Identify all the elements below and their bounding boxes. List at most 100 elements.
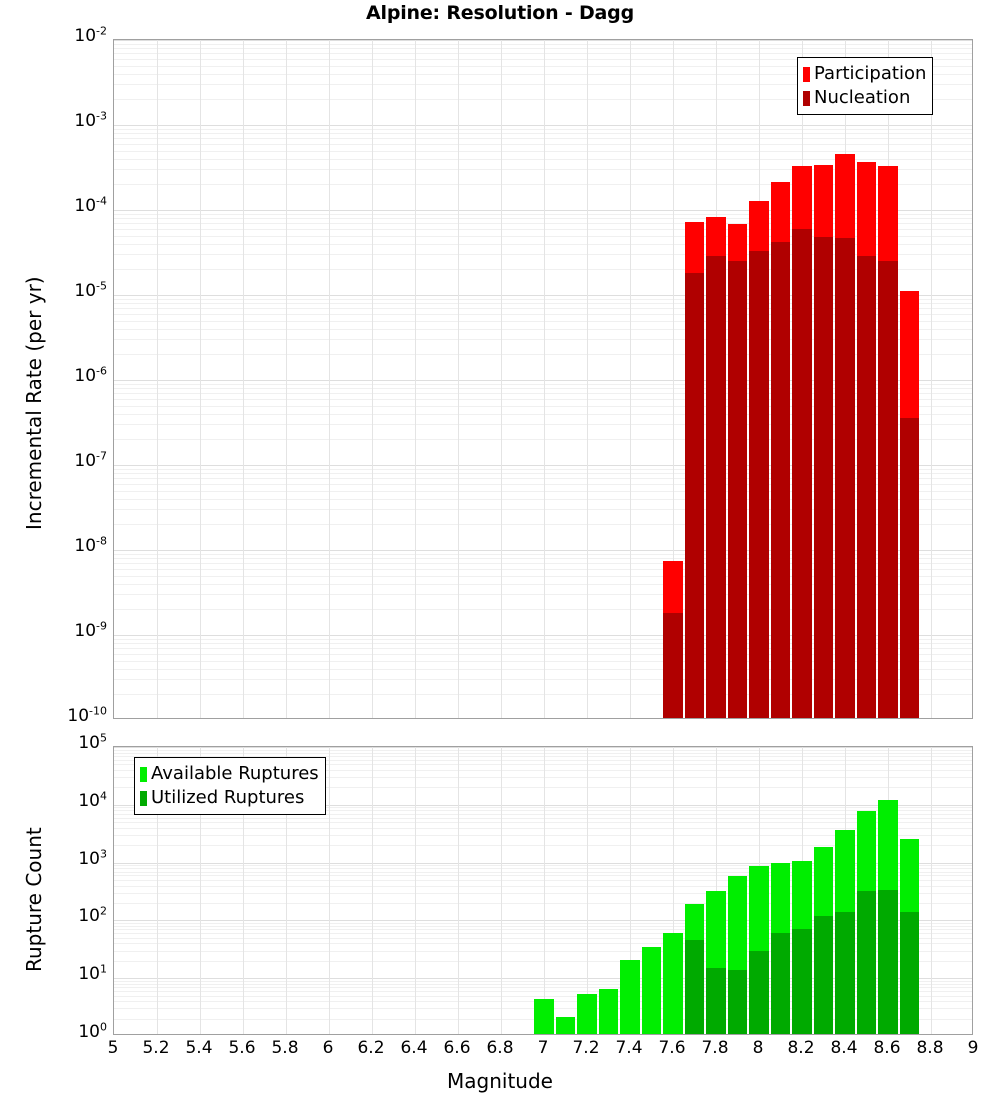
incremental-rate-gridline-major [114, 295, 972, 296]
x-axis-tick-label: 5.8 [271, 1038, 299, 1058]
incremental-rate-gridline-minor [114, 694, 972, 695]
bottom-panel-y-tick-label: 102 [78, 904, 107, 927]
incremental-rate-gridline-minor [114, 524, 972, 525]
incremental-rate-gridline-minor [114, 554, 972, 555]
rupture-count-gridline-vertical [286, 747, 287, 1034]
x-axis-tick-label: 8 [752, 1038, 764, 1058]
rupture-count-gridline-minor [114, 818, 972, 819]
rupture-count-gridline-minor [114, 750, 972, 751]
top-panel-y-tick-label: 10-9 [74, 619, 107, 641]
utilized-ruptures-bar [856, 890, 877, 1034]
incremental-rate-gridline-minor [114, 218, 972, 219]
rupture-count-gridline-vertical [329, 747, 330, 1034]
utilized-ruptures-bar [813, 916, 834, 1034]
rupture-count-gridline-minor [114, 777, 972, 778]
incremental-rate-gridline-minor [114, 384, 972, 385]
x-axis-tick-label: 7 [537, 1038, 549, 1058]
top-panel-y-tick-label: 10-7 [74, 449, 107, 471]
incremental-rate-gridline-minor [114, 491, 972, 492]
rupture-count-gridline-minor [114, 807, 972, 808]
incremental-rate-gridline-minor [114, 424, 972, 425]
x-axis-tick-label: 7.2 [572, 1038, 600, 1058]
incremental-rate-gridline-vertical [501, 40, 502, 718]
rupture-count-gridline-minor [114, 923, 972, 924]
x-axis-tick-label: 5 [107, 1038, 119, 1058]
rupture-count-gridline-major [114, 805, 972, 806]
x-axis-tick-label: 6.2 [357, 1038, 385, 1058]
incremental-rate-gridline-minor [114, 414, 972, 415]
incremental-rate-gridline-minor [114, 339, 972, 340]
rupture-count-plot-area [113, 746, 973, 1035]
available-ruptures-bar [641, 947, 662, 1034]
legend-swatch-icon [803, 90, 810, 106]
incremental-rate-gridline-minor [114, 129, 972, 130]
rupture-count-gridline-minor [114, 814, 972, 815]
incremental-rate-gridline-minor [114, 393, 972, 394]
incremental-rate-gridline-minor [114, 439, 972, 440]
incremental-rate-gridline-minor [114, 44, 972, 45]
incremental-rate-gridline-minor [114, 499, 972, 500]
x-axis-tick-label: 6.4 [400, 1038, 428, 1058]
x-axis-tick-label: 7.6 [658, 1038, 686, 1058]
x-axis-tick-label: 7.8 [701, 1038, 729, 1058]
incremental-rate-gridline-minor [114, 478, 972, 479]
x-axis-tick-label: 8.6 [873, 1038, 901, 1058]
rupture-count-gridline-minor [114, 770, 972, 771]
incremental-rate-gridline-minor [114, 144, 972, 145]
rupture-count-gridline-minor [114, 764, 972, 765]
incremental-rate-gridline-minor [114, 388, 972, 389]
top-panel-y-tick-label: 10-4 [74, 194, 107, 216]
nucleation-bar [856, 256, 877, 718]
incremental-rate-gridline-vertical [630, 40, 631, 718]
available-ruptures-bar [663, 932, 683, 1034]
incremental-rate-gridline-minor [114, 354, 972, 355]
x-axis-tick-label: 8.8 [916, 1038, 944, 1058]
incremental-rate-gridline-minor [114, 236, 972, 237]
utilized-ruptures-bar [706, 967, 726, 1034]
incremental-rate-gridline-minor [114, 648, 972, 649]
nucleation-bar [706, 256, 726, 718]
utilized-ruptures-bar [727, 969, 748, 1034]
rupture-count-gridline-vertical [372, 747, 373, 1034]
incremental-rate-gridline-vertical [544, 40, 545, 718]
incremental-rate-gridline-minor [114, 66, 972, 67]
incremental-rate-gridline-vertical [329, 40, 330, 718]
rupture-count-gridline-minor [114, 868, 972, 869]
incremental-rate-gridline-minor [114, 321, 972, 322]
bottom-panel-legend: Available Ruptures Utilized Ruptures [134, 757, 326, 815]
rupture-count-gridline-vertical [458, 747, 459, 1034]
nucleation-bar [727, 260, 748, 718]
legend-label: Utilized Ruptures [151, 787, 305, 808]
rupture-count-gridline-vertical [630, 747, 631, 1034]
available-ruptures-bar [598, 989, 619, 1034]
top-panel-y-tick-label: 10-2 [74, 24, 107, 46]
incremental-rate-gridline-minor [114, 254, 972, 255]
incremental-rate-gridline-major [114, 210, 972, 211]
rupture-count-gridline-minor [114, 943, 972, 944]
incremental-rate-gridline-minor [114, 229, 972, 230]
rupture-count-gridline-minor [114, 961, 972, 962]
rupture-count-gridline-minor [114, 822, 972, 823]
rupture-count-gridline-minor [114, 865, 972, 866]
bottom-panel-y-tick-label: 104 [78, 789, 107, 811]
incremental-rate-gridline-vertical [415, 40, 416, 718]
rupture-count-gridline-minor [114, 872, 972, 873]
incremental-rate-gridline-minor [114, 329, 972, 330]
legend-entry-bottom: Utilized Ruptures [140, 786, 319, 810]
nucleation-bar [749, 251, 769, 718]
rupture-count-gridline-major [114, 863, 972, 864]
incremental-rate-gridline-minor [114, 484, 972, 485]
rupture-count-gridline-vertical [716, 747, 717, 1034]
incremental-rate-gridline-minor [114, 609, 972, 610]
rupture-count-gridline-minor [114, 880, 972, 881]
incremental-rate-gridline-minor [114, 269, 972, 270]
rupture-count-gridline-vertical [587, 747, 588, 1034]
available-ruptures-bar [577, 993, 597, 1034]
legend-swatch-icon [140, 766, 147, 782]
incremental-rate-gridline-minor [114, 59, 972, 60]
legend-label: Participation [814, 63, 927, 84]
incremental-rate-gridline-minor [114, 169, 972, 170]
incremental-rate-gridline-minor [114, 399, 972, 400]
incremental-rate-gridline-minor [114, 299, 972, 300]
incremental-rate-gridline-major [114, 125, 972, 126]
